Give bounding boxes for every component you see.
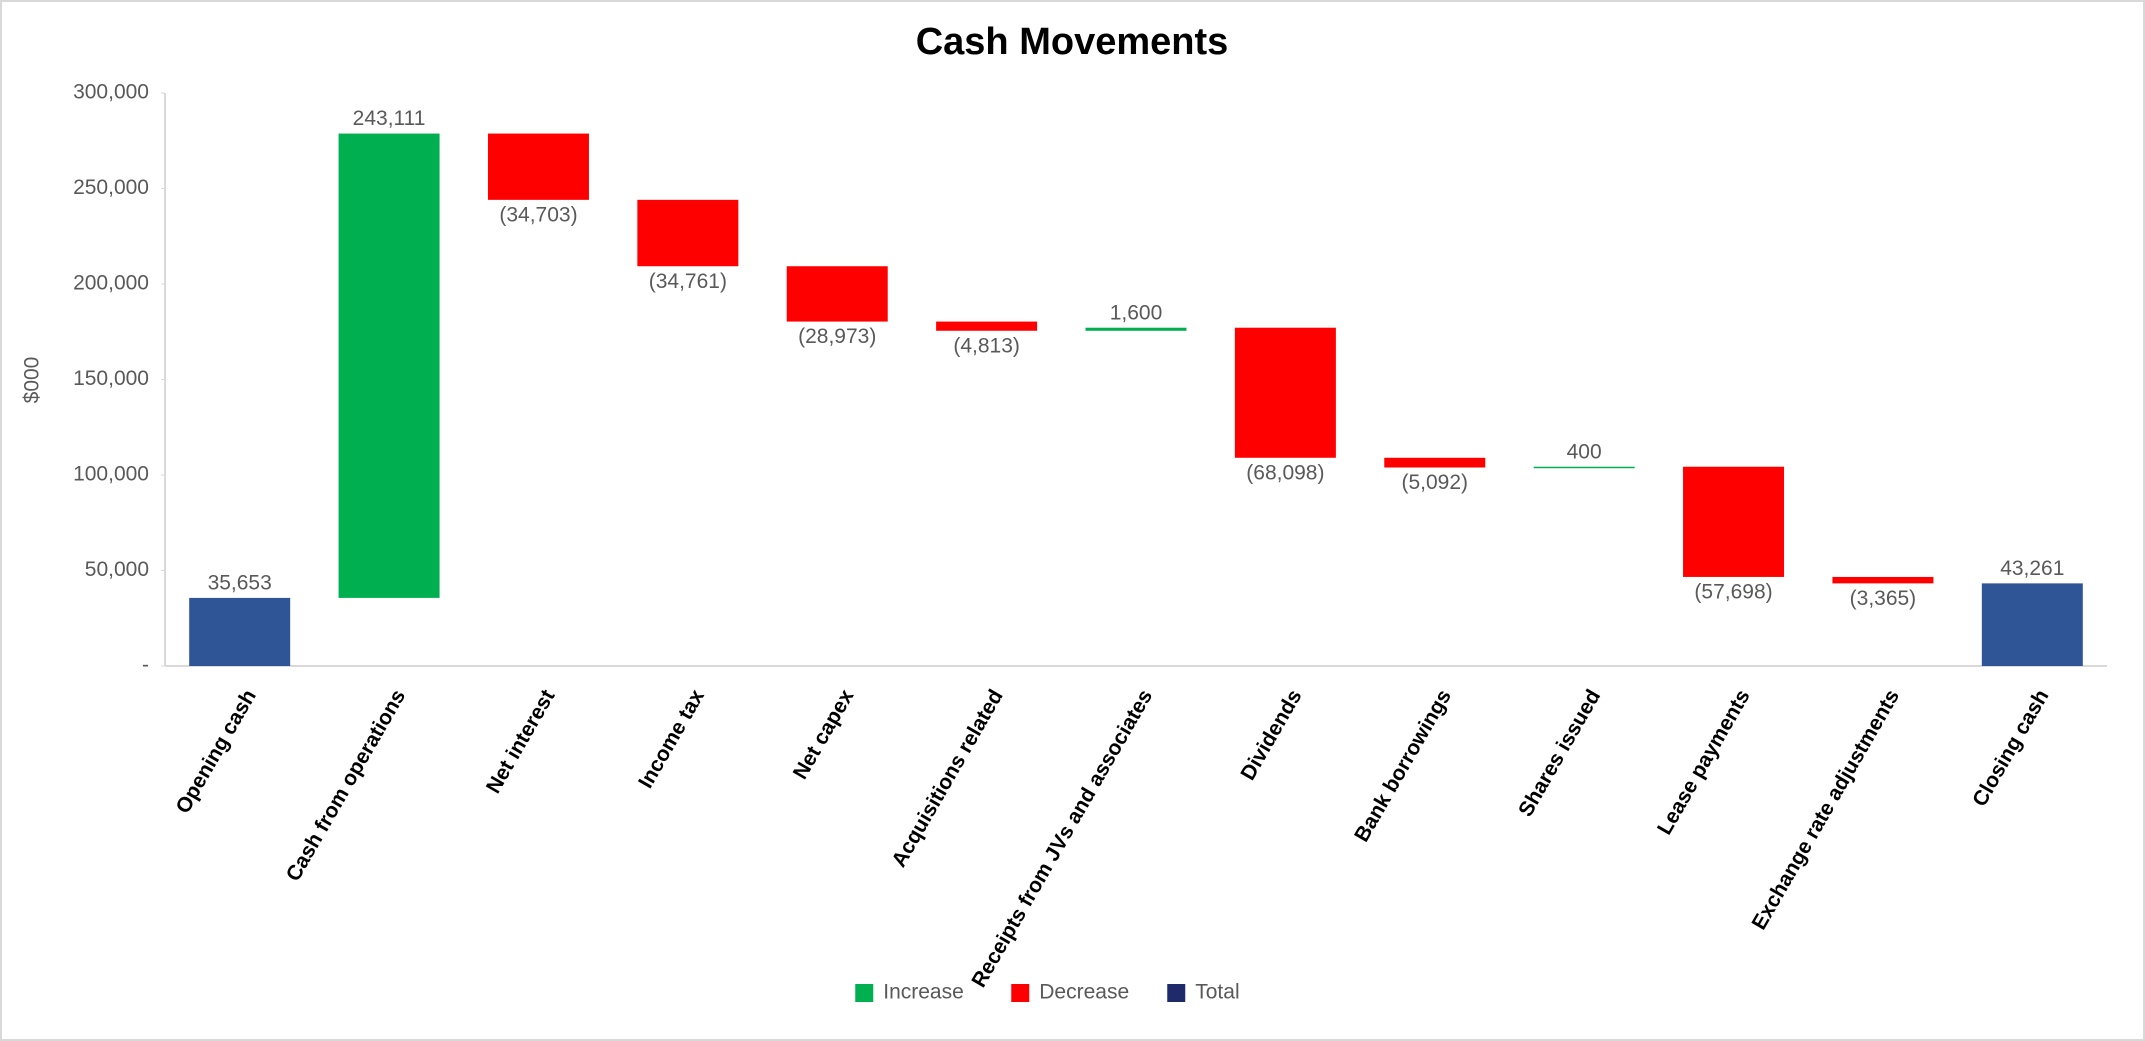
bar — [1384, 457, 1486, 468]
bar — [786, 266, 888, 322]
y-tick-label: 50,000 — [85, 558, 149, 581]
legend-swatch — [1011, 984, 1030, 1002]
y-tick-label: - — [142, 654, 149, 677]
value-label: 1,600 — [1110, 301, 1163, 324]
bar — [338, 133, 440, 598]
value-label: 400 — [1567, 440, 1602, 463]
legend-label: Decrease — [1039, 981, 1129, 1004]
value-label: 35,653 — [208, 571, 272, 594]
y-tick-label: 200,000 — [73, 272, 149, 295]
y-tick-label: 150,000 — [73, 367, 149, 390]
bar — [1981, 583, 2083, 666]
bar — [1234, 327, 1336, 458]
value-label: (28,973) — [798, 325, 876, 348]
chart-title: Cash Movements — [916, 21, 1229, 63]
value-label: 243,111 — [353, 107, 426, 130]
value-label: (57,698) — [1694, 580, 1772, 603]
y-axis-label: $000 — [21, 357, 44, 404]
bar — [936, 321, 1038, 331]
bar — [487, 133, 589, 200]
legend-swatch — [1167, 984, 1186, 1002]
legend-swatch — [855, 984, 874, 1002]
value-label: (5,092) — [1401, 471, 1468, 494]
legend-label: Total — [1195, 981, 1239, 1004]
value-label: (34,761) — [649, 270, 727, 293]
value-label: (4,813) — [953, 334, 1020, 357]
bar — [1832, 576, 1934, 584]
bar — [637, 199, 739, 267]
value-label: (34,703) — [499, 203, 577, 226]
bar — [1533, 466, 1635, 469]
value-label: (68,098) — [1246, 461, 1324, 484]
y-tick-label: 250,000 — [73, 176, 149, 199]
y-tick-label: 100,000 — [73, 463, 149, 486]
bar — [1683, 466, 1785, 577]
value-label: 43,261 — [2000, 557, 2064, 580]
bar — [189, 597, 291, 666]
bar — [1085, 327, 1187, 331]
y-tick-label: 300,000 — [73, 81, 149, 104]
legend-label: Increase — [883, 981, 964, 1004]
value-label: (3,365) — [1850, 587, 1917, 610]
